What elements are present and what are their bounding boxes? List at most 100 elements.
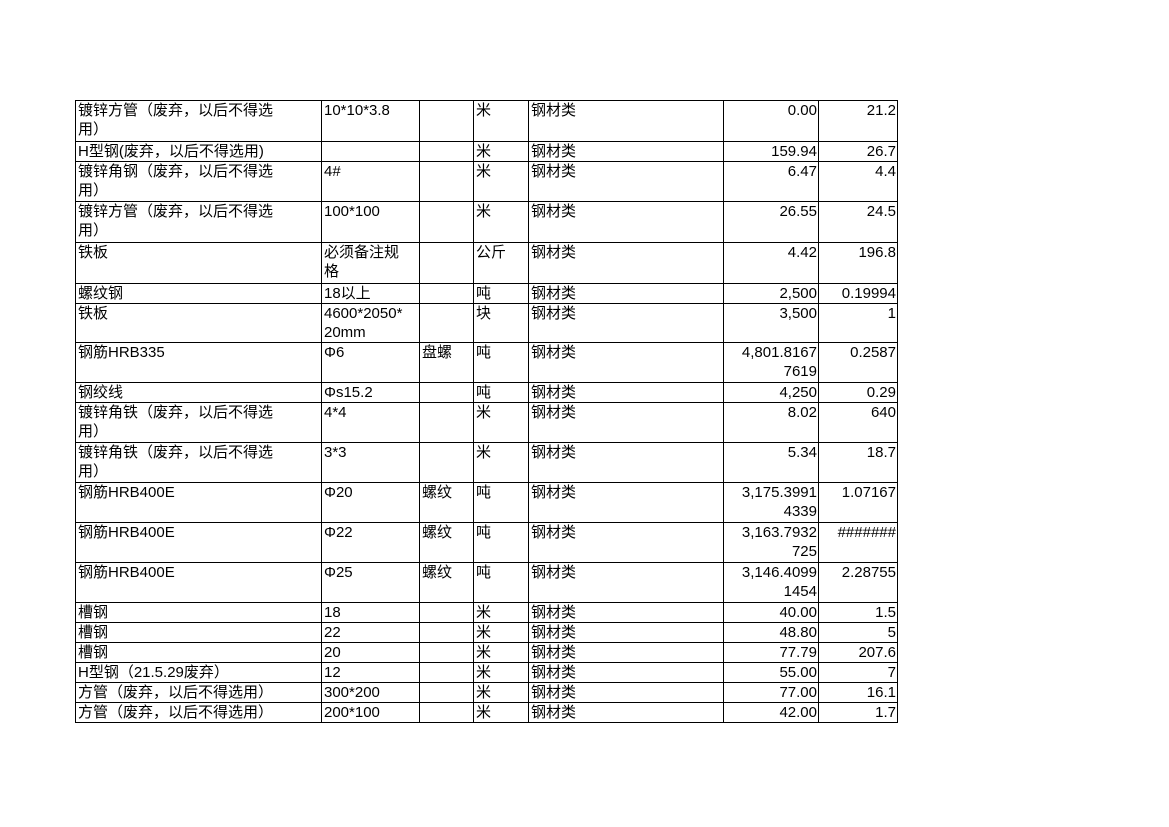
category-cell[interactable]: 钢材类 <box>528 482 724 523</box>
category-cell[interactable]: 钢材类 <box>528 303 724 343</box>
category-cell[interactable]: 钢材类 <box>528 382 724 403</box>
price-cell[interactable]: 77.00 <box>723 682 819 703</box>
quantity-cell[interactable]: 0.29 <box>818 382 898 403</box>
material-name-cell[interactable]: 镀锌方管（废弃，以后不得选用） <box>75 201 322 243</box>
material-name-cell[interactable]: 槽钢 <box>75 622 322 643</box>
quantity-cell[interactable]: 24.5 <box>818 201 898 243</box>
price-cell[interactable]: 40.00 <box>723 602 819 623</box>
spec-cell[interactable]: 22 <box>321 622 420 643</box>
material-name-cell[interactable]: 镀锌方管（废弃，以后不得选用） <box>75 100 322 142</box>
spec-cell[interactable]: 4# <box>321 161 420 202</box>
type-cell[interactable] <box>419 702 474 723</box>
price-cell[interactable]: 77.79 <box>723 642 819 663</box>
category-cell[interactable]: 钢材类 <box>528 702 724 723</box>
type-cell[interactable] <box>419 622 474 643</box>
category-cell[interactable]: 钢材类 <box>528 602 724 623</box>
price-cell[interactable]: 55.00 <box>723 662 819 683</box>
quantity-cell[interactable]: 0.2587 <box>818 342 898 383</box>
type-cell[interactable] <box>419 242 474 284</box>
price-cell[interactable]: 6.47 <box>723 161 819 202</box>
spec-cell[interactable]: 100*100 <box>321 201 420 243</box>
type-cell[interactable] <box>419 283 474 304</box>
unit-cell[interactable]: 米 <box>473 702 529 723</box>
price-cell[interactable]: 3,146.40991454 <box>723 562 819 603</box>
material-name-cell[interactable]: 镀锌角铁（废弃，以后不得选用） <box>75 442 322 483</box>
type-cell[interactable] <box>419 161 474 202</box>
spec-cell[interactable]: 必须备注规格 <box>321 242 420 284</box>
unit-cell[interactable]: 米 <box>473 161 529 202</box>
price-cell[interactable]: 3,163.7932725 <box>723 522 819 563</box>
price-cell[interactable]: 8.02 <box>723 402 819 443</box>
spec-cell[interactable]: 18以上 <box>321 283 420 304</box>
type-cell[interactable] <box>419 303 474 343</box>
price-cell[interactable]: 4.42 <box>723 242 819 284</box>
type-cell[interactable]: 盘螺 <box>419 342 474 383</box>
spec-cell[interactable]: Φs15.2 <box>321 382 420 403</box>
spec-cell[interactable]: Φ6 <box>321 342 420 383</box>
price-cell[interactable]: 5.34 <box>723 442 819 483</box>
quantity-cell[interactable]: 21.2 <box>818 100 898 142</box>
spec-cell[interactable]: 4*4 <box>321 402 420 443</box>
category-cell[interactable]: 钢材类 <box>528 622 724 643</box>
unit-cell[interactable]: 公斤 <box>473 242 529 284</box>
price-cell[interactable]: 0.00 <box>723 100 819 142</box>
category-cell[interactable]: 钢材类 <box>528 682 724 703</box>
unit-cell[interactable]: 米 <box>473 442 529 483</box>
material-name-cell[interactable]: 方管（废弃，以后不得选用） <box>75 682 322 703</box>
material-name-cell[interactable]: H型钢(废弃，以后不得选用) <box>75 141 322 162</box>
spec-cell[interactable]: Φ22 <box>321 522 420 563</box>
unit-cell[interactable]: 米 <box>473 662 529 683</box>
spec-cell[interactable]: 12 <box>321 662 420 683</box>
type-cell[interactable] <box>419 442 474 483</box>
unit-cell[interactable]: 吨 <box>473 482 529 523</box>
category-cell[interactable]: 钢材类 <box>528 342 724 383</box>
unit-cell[interactable]: 吨 <box>473 382 529 403</box>
quantity-cell[interactable]: 1 <box>818 303 898 343</box>
quantity-cell[interactable]: 7 <box>818 662 898 683</box>
spec-cell[interactable]: 20 <box>321 642 420 663</box>
material-name-cell[interactable]: 钢筋HRB400E <box>75 482 322 523</box>
type-cell[interactable]: 螺纹 <box>419 522 474 563</box>
unit-cell[interactable]: 米 <box>473 402 529 443</box>
material-name-cell[interactable]: H型钢（21.5.29废弃） <box>75 662 322 683</box>
price-cell[interactable]: 3,500 <box>723 303 819 343</box>
material-name-cell[interactable]: 钢筋HRB335 <box>75 342 322 383</box>
spec-cell[interactable]: Φ25 <box>321 562 420 603</box>
price-cell[interactable]: 4,801.81677619 <box>723 342 819 383</box>
type-cell[interactable]: 螺纹 <box>419 562 474 603</box>
quantity-cell[interactable]: 26.7 <box>818 141 898 162</box>
type-cell[interactable] <box>419 642 474 663</box>
price-cell[interactable]: 42.00 <box>723 702 819 723</box>
spec-cell[interactable]: 200*100 <box>321 702 420 723</box>
spec-cell[interactable]: Φ20 <box>321 482 420 523</box>
material-name-cell[interactable]: 铁板 <box>75 242 322 284</box>
price-cell[interactable]: 48.80 <box>723 622 819 643</box>
quantity-cell[interactable]: 1.7 <box>818 702 898 723</box>
category-cell[interactable]: 钢材类 <box>528 141 724 162</box>
material-name-cell[interactable]: 钢筋HRB400E <box>75 562 322 603</box>
type-cell[interactable] <box>419 402 474 443</box>
category-cell[interactable]: 钢材类 <box>528 242 724 284</box>
type-cell[interactable] <box>419 382 474 403</box>
category-cell[interactable]: 钢材类 <box>528 442 724 483</box>
type-cell[interactable] <box>419 682 474 703</box>
quantity-cell[interactable]: 16.1 <box>818 682 898 703</box>
unit-cell[interactable]: 米 <box>473 201 529 243</box>
spec-cell[interactable]: 4600*2050*20mm <box>321 303 420 343</box>
type-cell[interactable] <box>419 662 474 683</box>
quantity-cell[interactable]: 1.07167 <box>818 482 898 523</box>
unit-cell[interactable]: 吨 <box>473 342 529 383</box>
unit-cell[interactable]: 米 <box>473 100 529 142</box>
quantity-cell[interactable]: 1.5 <box>818 602 898 623</box>
spec-cell[interactable] <box>321 141 420 162</box>
category-cell[interactable]: 钢材类 <box>528 100 724 142</box>
quantity-cell[interactable]: 640 <box>818 402 898 443</box>
quantity-cell[interactable]: 18.7 <box>818 442 898 483</box>
quantity-cell[interactable]: 2.28755 <box>818 562 898 603</box>
material-name-cell[interactable]: 钢筋HRB400E <box>75 522 322 563</box>
unit-cell[interactable]: 米 <box>473 682 529 703</box>
category-cell[interactable]: 钢材类 <box>528 642 724 663</box>
quantity-cell[interactable]: 4.4 <box>818 161 898 202</box>
quantity-cell[interactable]: 0.19994 <box>818 283 898 304</box>
category-cell[interactable]: 钢材类 <box>528 201 724 243</box>
